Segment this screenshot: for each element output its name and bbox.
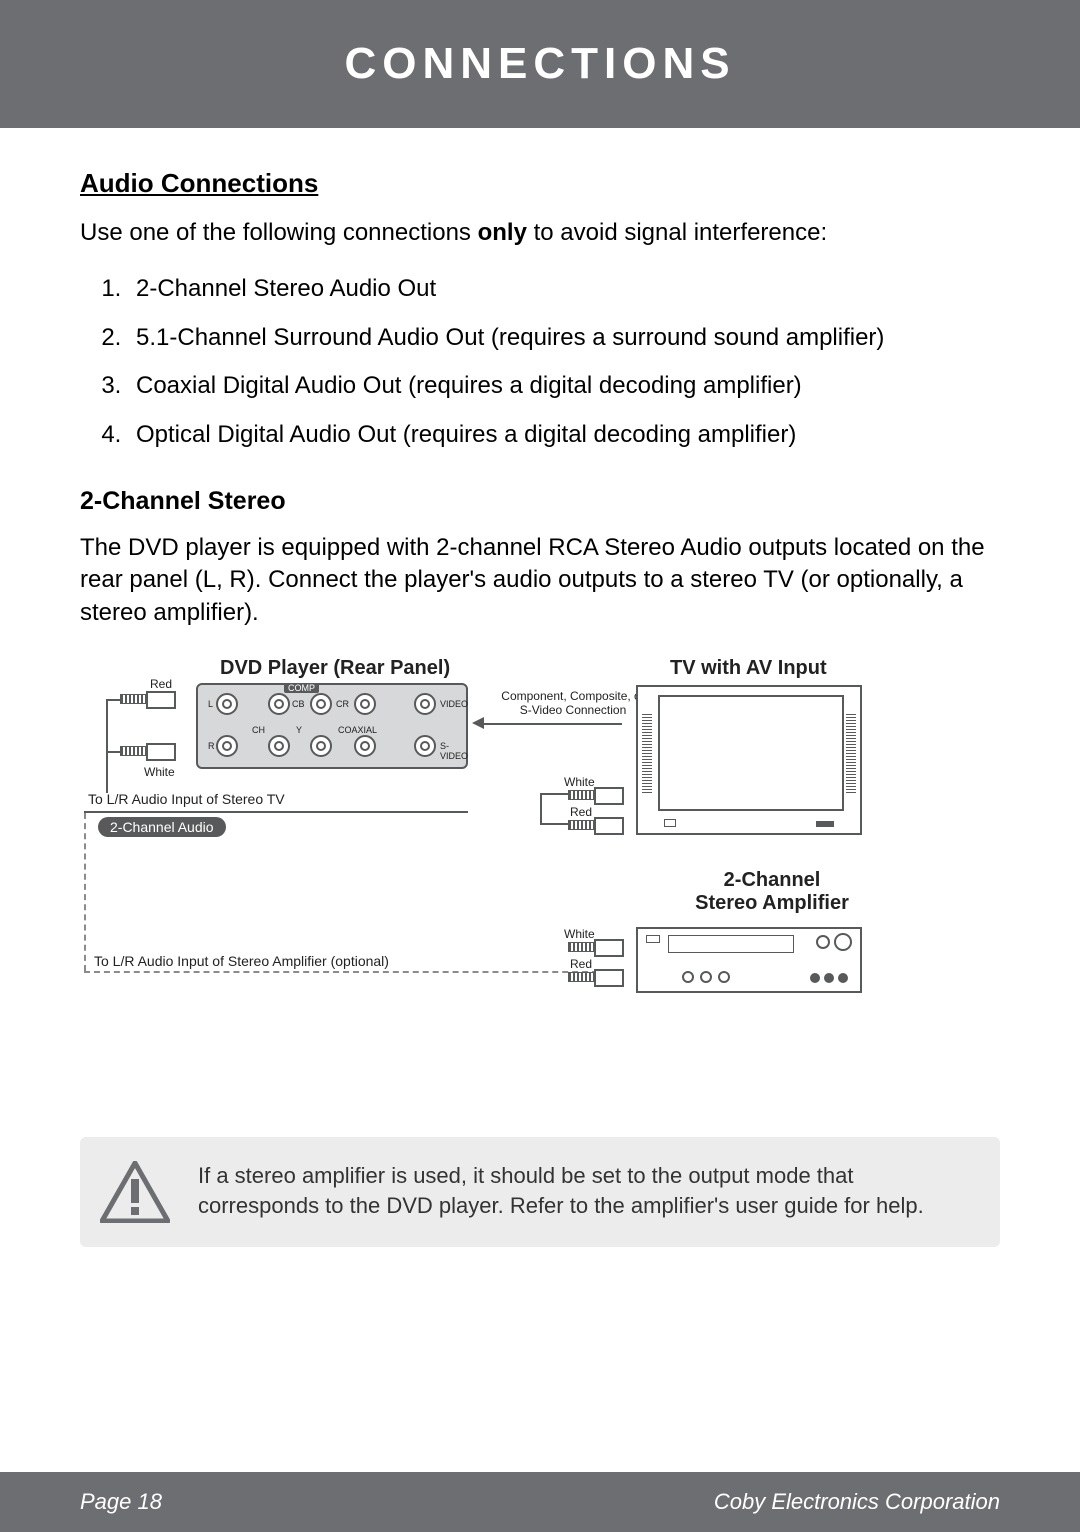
- rca-plug-white-icon: [120, 743, 176, 757]
- page-title: CONNECTIONS: [344, 39, 735, 89]
- intro-pre: Use one of the following connections: [80, 219, 478, 246]
- section-heading-audio: Audio Connections: [80, 168, 1000, 199]
- footer: Page 18 Coby Electronics Corporation: [0, 1472, 1080, 1532]
- dvd-player-label: DVD Player (Rear Panel): [220, 657, 450, 680]
- port-label-y: Y: [296, 725, 302, 735]
- wire-dash: [84, 971, 618, 973]
- wire: [540, 823, 568, 825]
- wire: [106, 699, 120, 701]
- to-tv-caption: To L/R Audio Input of Stereo TV: [88, 791, 285, 807]
- to-amp-caption: To L/R Audio Input of Stereo Amplifier (…: [94, 953, 389, 969]
- rca-plug-white-icon: [568, 787, 624, 801]
- page: CONNECTIONS Audio Connections Use one of…: [0, 0, 1080, 1532]
- connection-diagram: DVD Player (Rear Panel) TV with AV Input…: [80, 657, 940, 1077]
- amp-label-l2: Stereo Amplifier: [695, 892, 849, 914]
- video-note-l2: S-Video Connection: [520, 703, 627, 717]
- dvd-rear-panel: L COMP CB CR VIDEO R CH Y COAXIAL: [196, 683, 468, 769]
- port-label-l: L: [208, 699, 213, 709]
- warning-icon: [100, 1161, 170, 1223]
- intro-post: to avoid signal interference:: [527, 219, 827, 246]
- port-label-comp: COMP: [284, 683, 319, 693]
- rca-plug-white-icon: [568, 939, 624, 953]
- port-label-svideo: S-VIDEO: [440, 741, 468, 761]
- wire: [540, 793, 568, 795]
- amp-label-l1: 2-Channel: [724, 869, 821, 891]
- audio-badge: 2-Channel Audio: [98, 817, 226, 837]
- list-item: 2-Channel Stereo Audio Out: [128, 273, 1000, 305]
- intro-bold: only: [478, 219, 527, 246]
- arrow-left-icon: [472, 717, 484, 729]
- port-label-r: R: [208, 741, 215, 751]
- port-label-cb: CB: [292, 699, 305, 709]
- wire-dash: [84, 813, 86, 971]
- section-paragraph: The DVD player is equipped with 2-channe…: [80, 532, 1000, 629]
- hr: [84, 811, 468, 813]
- connections-list: 2-Channel Stereo Audio Out 5.1-Channel S…: [80, 273, 1000, 451]
- list-item: Coaxial Digital Audio Out (requires a di…: [128, 370, 1000, 402]
- tv-box: [636, 685, 862, 835]
- red-label: Red: [150, 677, 172, 691]
- port-label-ch: CH: [252, 725, 265, 735]
- port-label-coax: COAXIAL: [338, 725, 377, 735]
- intro-paragraph: Use one of the following connections onl…: [80, 217, 1000, 249]
- video-note-l1: Component, Composite, or: [501, 689, 644, 703]
- content: Audio Connections Use one of the followi…: [0, 128, 1080, 1247]
- rca-plug-red-icon: [568, 969, 624, 983]
- video-note: Component, Composite, or S-Video Connect…: [488, 689, 658, 717]
- port-label-video: VIDEO: [440, 699, 468, 709]
- arrow-line: [482, 723, 622, 725]
- note-text: If a stereo amplifier is used, it should…: [198, 1161, 972, 1220]
- footer-page: Page 18: [80, 1489, 162, 1515]
- wire: [106, 699, 108, 793]
- section-heading-2ch: 2-Channel Stereo: [80, 487, 1000, 516]
- list-item: 5.1-Channel Surround Audio Out (requires…: [128, 322, 1000, 354]
- rca-plug-red-icon: [120, 691, 176, 705]
- footer-company: Coby Electronics Corporation: [714, 1489, 1000, 1515]
- note-box: If a stereo amplifier is used, it should…: [80, 1137, 1000, 1247]
- banner: CONNECTIONS: [0, 0, 1080, 128]
- port-label-cr: CR: [336, 699, 349, 709]
- tv-label: TV with AV Input: [670, 657, 827, 680]
- white-label: White: [144, 765, 175, 779]
- list-item: Optical Digital Audio Out (requires a di…: [128, 419, 1000, 451]
- rca-plug-red-icon: [568, 817, 624, 831]
- amp-box: [636, 927, 862, 993]
- amp-label: 2-Channel Stereo Amplifier: [692, 869, 852, 915]
- wire: [106, 751, 120, 753]
- wire: [540, 793, 542, 823]
